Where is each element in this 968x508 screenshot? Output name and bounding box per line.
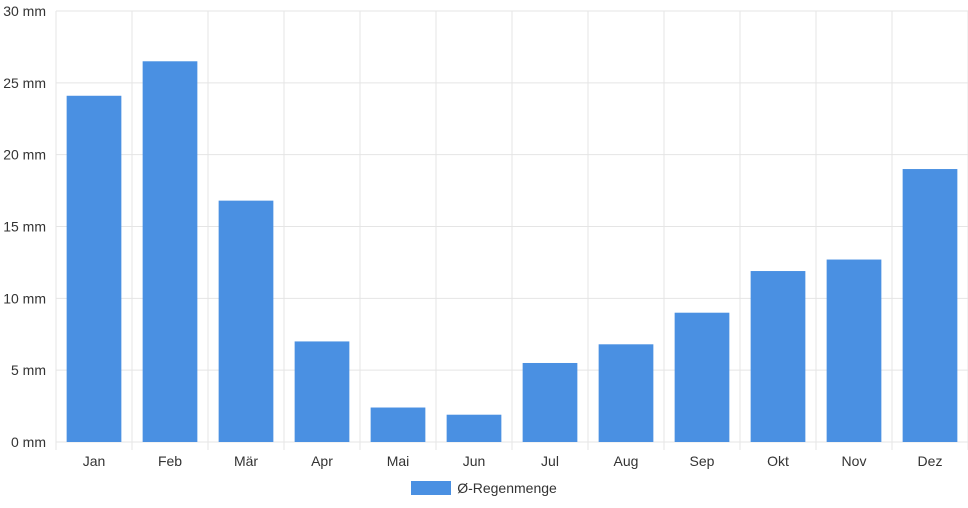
x-tick-label: Jul: [541, 453, 559, 469]
x-tick-label: Apr: [311, 453, 333, 469]
y-tick-label: 30 mm: [3, 3, 46, 19]
x-tick-label: Aug: [614, 453, 639, 469]
x-tick-label: Mai: [387, 453, 410, 469]
x-tick-label: Sep: [690, 453, 715, 469]
x-tick-label: Jun: [463, 453, 486, 469]
chart-plot: 0 mm 5 mm 10 mm 15 mm 20 mm 25 mm 30 mm Jan Feb M…: [3, 3, 968, 469]
bar: [522, 362, 578, 442]
x-tick-label: Feb: [158, 453, 182, 469]
bar: [902, 169, 958, 443]
bar: [446, 414, 502, 442]
legend-label: Ø-Regenmenge: [457, 480, 557, 496]
x-tick-label: Mär: [234, 453, 258, 469]
legend-swatch: [411, 481, 452, 495]
bar: [826, 259, 882, 442]
x-tick-label: Okt: [767, 453, 789, 469]
x-tick-label: Nov: [842, 453, 867, 469]
bar: [370, 407, 426, 442]
bar: [218, 200, 274, 442]
y-tick-label: 25 mm: [3, 75, 46, 91]
y-tick-label: 5 mm: [11, 362, 46, 378]
x-tick-label: Jan: [83, 453, 106, 469]
chart-legend[interactable]: Ø-Regenmenge: [0, 478, 968, 498]
x-tick-label: Dez: [918, 453, 943, 469]
y-tick-label: 10 mm: [3, 290, 46, 306]
bar: [294, 341, 350, 442]
bar: [598, 344, 654, 442]
y-tick-label: 0 mm: [11, 434, 46, 450]
y-tick-label: 15 mm: [3, 219, 46, 235]
bar: [674, 312, 730, 442]
bar: [750, 271, 806, 442]
y-tick-label: 20 mm: [3, 147, 46, 163]
bar: [142, 61, 198, 443]
bar: [66, 95, 122, 442]
